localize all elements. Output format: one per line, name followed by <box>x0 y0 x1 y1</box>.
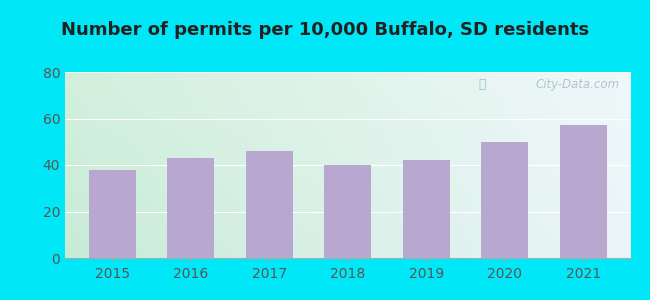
Text: City-Data.com: City-Data.com <box>535 78 619 91</box>
Bar <box>88 169 136 258</box>
Bar <box>560 125 607 258</box>
Bar <box>481 142 528 258</box>
Bar <box>167 158 214 258</box>
Bar <box>246 151 292 258</box>
Text: ⓘ: ⓘ <box>479 78 486 91</box>
Bar <box>403 160 450 258</box>
Text: Number of permits per 10,000 Buffalo, SD residents: Number of permits per 10,000 Buffalo, SD… <box>61 21 589 39</box>
Bar <box>324 165 371 258</box>
